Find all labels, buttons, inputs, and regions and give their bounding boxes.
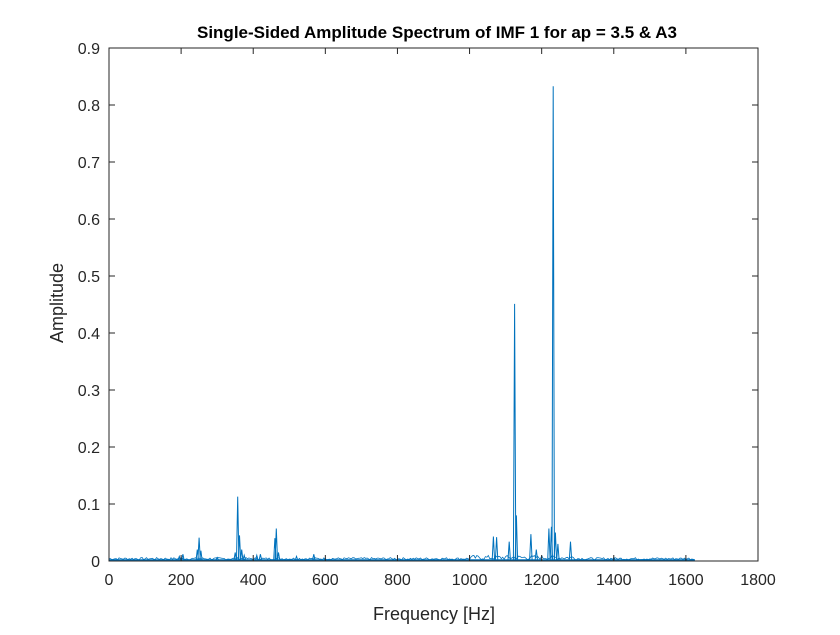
spectrum-peak [491, 536, 496, 560]
spectrum-peak [494, 537, 499, 560]
spectrum-peak [553, 532, 558, 560]
x-axis-label: Frequency [Hz] [373, 604, 495, 624]
x-tick-label: 1400 [596, 572, 632, 589]
spectrum-peak [507, 541, 511, 560]
spectrum-peak [294, 554, 299, 561]
y-tick-label: 0.1 [78, 497, 100, 514]
spectrum-peak [529, 534, 533, 560]
axes: 0 200 400 600 800 1000 1200 1400 1600 1800 0 0.1 0.2… [78, 41, 776, 589]
spectrum-peak [199, 550, 203, 560]
y-tick-label: 0.5 [78, 269, 100, 286]
spectrum-peak [534, 549, 538, 560]
x-tick-label: 400 [240, 572, 267, 589]
spectrum-peak [274, 528, 278, 560]
y-tick-label: 0.4 [78, 326, 100, 343]
spectrum-peak [514, 515, 519, 560]
spectrum-peak [233, 552, 237, 560]
x-tick-label: 800 [384, 572, 411, 589]
y-tick-label: 0.3 [78, 383, 100, 400]
x-tick-label: 0 [105, 572, 114, 589]
spectrum-peak [258, 554, 263, 561]
spectrum-peak [276, 552, 281, 560]
spectrum-peak [237, 535, 242, 560]
chart-title: Single-Sided Amplitude Spectrum of IMF 1… [197, 23, 677, 42]
x-tick-label: 600 [312, 572, 339, 589]
spectrum-peak [181, 554, 185, 561]
spectrum-peak [512, 303, 517, 560]
spectrum-peak [568, 541, 573, 560]
y-tick-label: 0.2 [78, 440, 100, 457]
spectrum-peak [197, 537, 201, 560]
spectrum-peak [547, 528, 551, 560]
x-tick-label: 1000 [452, 572, 488, 589]
spectrum-peak [556, 543, 560, 560]
x-tick-label: 1200 [524, 572, 560, 589]
spectrum-peak [312, 554, 316, 561]
x-tick-label: 200 [168, 572, 195, 589]
spectrum-peak [242, 553, 246, 561]
y-tick-label: 0.8 [78, 98, 100, 115]
spectrum-peak [215, 556, 219, 561]
spectrum-peak [551, 86, 555, 560]
plot-area [108, 86, 695, 561]
spectrum-noise [108, 554, 695, 561]
spectrum-peak [177, 554, 181, 561]
x-tick-label: 1600 [668, 572, 704, 589]
y-tick-label: 0 [91, 554, 100, 571]
y-tick-label: 0.9 [78, 41, 100, 58]
spectrum-peak [240, 549, 244, 560]
spectrum-peak [255, 553, 259, 561]
spectrum-peak [236, 496, 240, 560]
y-tick-label: 0.6 [78, 212, 100, 229]
plot-frame [108, 47, 759, 562]
y-tick-label: 0.7 [78, 155, 100, 172]
y-axis-label: Amplitude [47, 263, 67, 343]
x-tick-label: 1800 [740, 572, 776, 589]
